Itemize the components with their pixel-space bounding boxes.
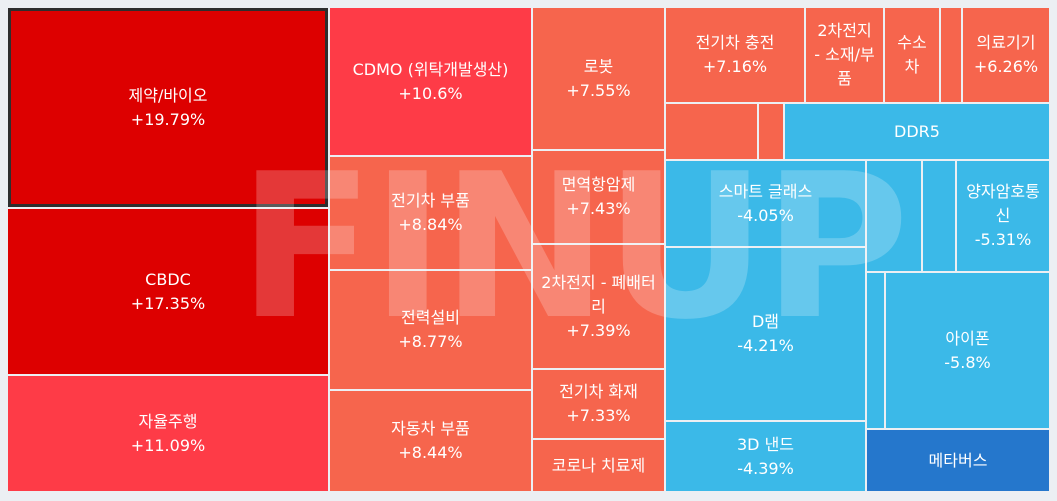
tile-change: +11.09% bbox=[130, 435, 206, 455]
tile-DDR5[interactable]: DDR5 bbox=[784, 103, 1050, 160]
tile-unlabeled-18[interactable] bbox=[758, 103, 784, 160]
tile-label: 코로나 치료제 bbox=[551, 455, 646, 475]
tile-unlabeled-15[interactable] bbox=[940, 7, 962, 103]
tile-change: +7.55% bbox=[566, 80, 631, 100]
tile-change: -4.21% bbox=[737, 336, 794, 355]
tile-스마트-글래스[interactable]: 스마트 글래스 -4.05% bbox=[665, 160, 866, 247]
tile-label: 로봇 bbox=[583, 56, 614, 76]
tile-수소차[interactable]: 수소차 bbox=[884, 7, 940, 103]
tile-change: +7.16% bbox=[702, 57, 768, 76]
tile-자동차-부품[interactable]: 자동차 부품 +8.44% bbox=[329, 390, 532, 492]
tile-메타버스[interactable]: 메타버스 bbox=[866, 429, 1050, 492]
tile-change: +8.44% bbox=[398, 443, 463, 462]
tile-change: -5.31% bbox=[974, 230, 1032, 249]
tile-3D-낸드[interactable]: 3D 낸드 -4.39% bbox=[665, 421, 866, 492]
tile-전기차-충전[interactable]: 전기차 충전 +7.16% bbox=[665, 7, 805, 103]
tile-change: +17.35% bbox=[130, 293, 206, 313]
tile-전력설비[interactable]: 전력설비 +8.77% bbox=[329, 270, 532, 390]
tile-의료기기[interactable]: 의료기기 +6.26% bbox=[962, 7, 1050, 103]
tile-label: CDMO (위탁개발생산) bbox=[352, 59, 509, 79]
tile-change: -4.39% bbox=[737, 458, 794, 478]
tile-label: 양자암호통신 bbox=[966, 182, 1040, 225]
tile-면역항암제[interactable]: 면역항암제 +7.43% bbox=[532, 150, 665, 244]
tile-제약-바이오[interactable]: 제약/바이오 +19.79% bbox=[7, 7, 329, 208]
tile-label: CBDC bbox=[145, 269, 191, 289]
tile-자율주행[interactable]: 자율주행 +11.09% bbox=[7, 375, 329, 492]
tile-전기차-부품[interactable]: 전기차 부품 +8.84% bbox=[329, 156, 532, 270]
tile-unlabeled-21[interactable] bbox=[866, 160, 922, 272]
tile-label: 전기차 부품 bbox=[391, 191, 470, 210]
tile-label: D램 bbox=[751, 312, 780, 331]
tile-change: +19.79% bbox=[130, 109, 206, 129]
tile-label: 아이폰 bbox=[945, 328, 990, 348]
tile-change: +10.6% bbox=[398, 83, 463, 103]
tile-label: 면역항암제 bbox=[561, 175, 636, 194]
tile-label: 전기차 화재 bbox=[559, 382, 638, 401]
tile-change: +8.84% bbox=[398, 215, 463, 234]
tile-label: DDR5 bbox=[894, 121, 940, 141]
tile-로봇[interactable]: 로봇 +7.55% bbox=[532, 7, 665, 150]
tile-전기차-화재[interactable]: 전기차 화재 +7.33% bbox=[532, 369, 665, 439]
tile-CBDC[interactable]: CBDC +17.35% bbox=[7, 208, 329, 375]
tile-change: +8.77% bbox=[398, 332, 463, 351]
tile-change: +6.26% bbox=[973, 57, 1039, 76]
tile-label: 3D 낸드 bbox=[736, 434, 795, 454]
tile-change: +7.43% bbox=[566, 199, 631, 218]
tile-label: 2차전지 - 소재/부품 bbox=[814, 21, 875, 88]
tile-CDMO-위탁개발생산[interactable]: CDMO (위탁개발생산) +10.6% bbox=[329, 7, 532, 156]
tile-label: 2차전지 - 폐배터리 bbox=[541, 272, 656, 316]
tile-label: 전기차 충전 bbox=[695, 33, 775, 52]
tile-change: -5.8% bbox=[944, 352, 991, 372]
tile-아이폰[interactable]: 아이폰 -5.8% bbox=[885, 272, 1050, 429]
tile-양자암호통신[interactable]: 양자암호통신 -5.31% bbox=[956, 160, 1050, 272]
tile-change: -4.05% bbox=[737, 205, 794, 225]
tile-D램[interactable]: D램 -4.21% bbox=[665, 247, 866, 421]
tile-change: +7.33% bbox=[566, 406, 631, 425]
tile-label: 전력설비 bbox=[401, 308, 460, 327]
tile-change: +7.39% bbox=[566, 320, 631, 340]
tile-label: 메타버스 bbox=[928, 450, 988, 470]
tile-label: 스마트 글래스 bbox=[718, 181, 813, 201]
tile-label: 의료기기 bbox=[976, 33, 1036, 52]
tile-unlabeled-17[interactable] bbox=[665, 103, 758, 160]
tile-label: 수소차 bbox=[897, 33, 927, 76]
tile-코로나-치료제[interactable]: 코로나 치료제 bbox=[532, 439, 665, 492]
tile-unlabeled-22[interactable] bbox=[922, 160, 956, 272]
tile-unlabeled-25[interactable] bbox=[866, 272, 885, 429]
tile-label: 제약/바이오 bbox=[128, 85, 208, 105]
tile-2차전지-소재-부품[interactable]: 2차전지 - 소재/부품 bbox=[805, 7, 884, 103]
tile-2차전지-폐배터리[interactable]: 2차전지 - 폐배터리 +7.39% bbox=[532, 244, 665, 369]
tile-label: 자율주행 bbox=[138, 411, 198, 431]
tile-label: 자동차 부품 bbox=[391, 419, 470, 438]
